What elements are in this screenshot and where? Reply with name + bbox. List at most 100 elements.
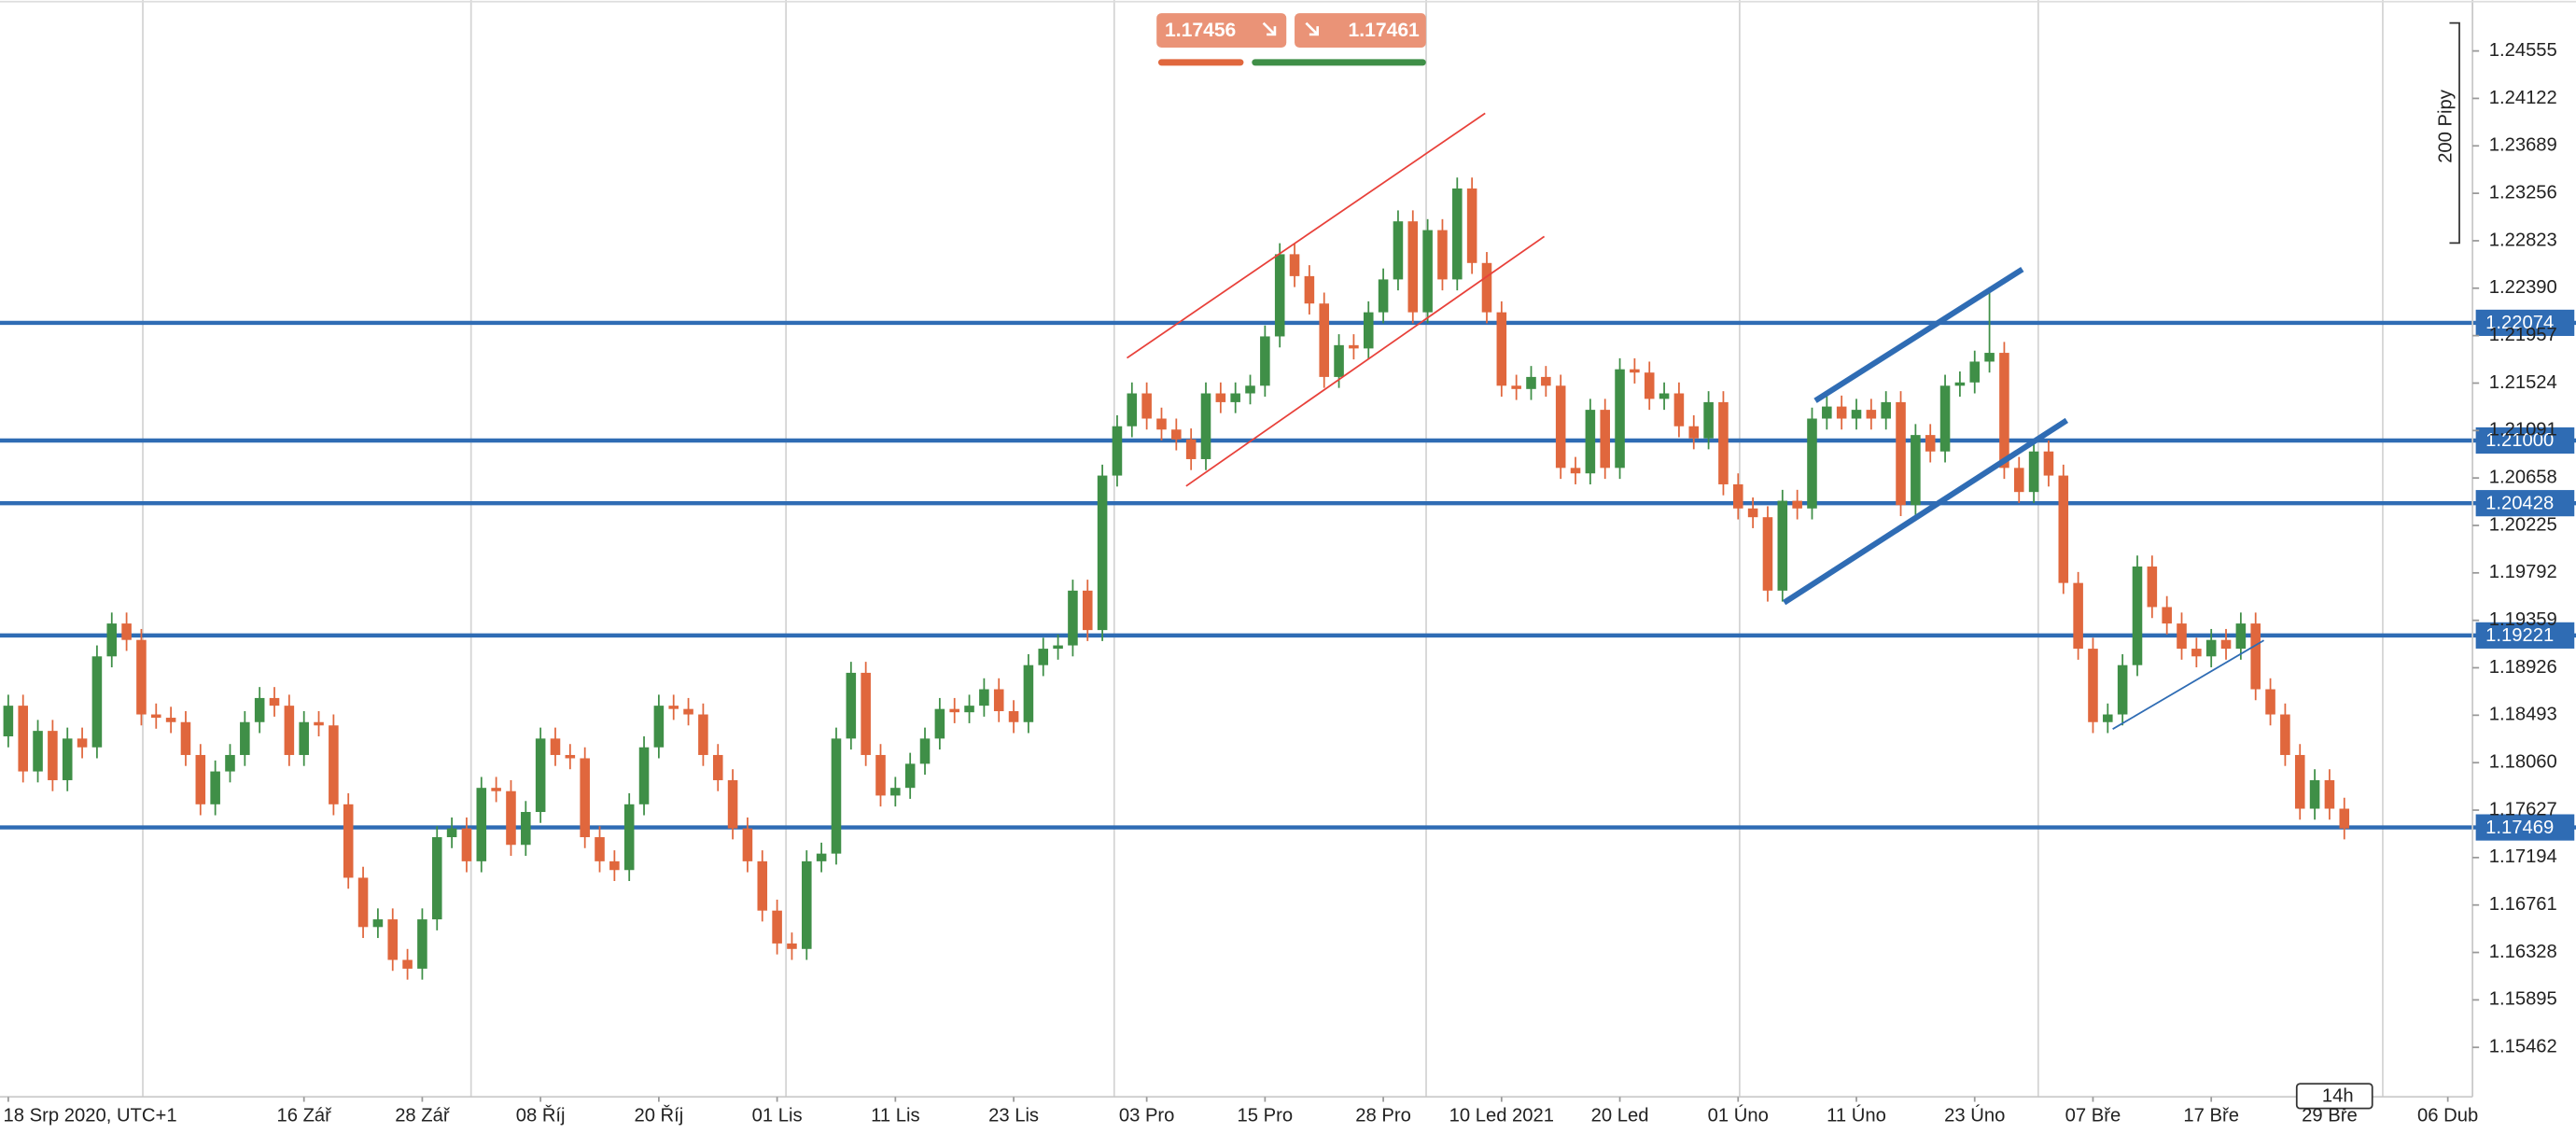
y-tick-label: 1.24122 [2489,88,2557,108]
candle-body [683,708,693,715]
candle-body [1171,429,1182,440]
candle-body [165,718,176,722]
candle-body [91,656,103,748]
candle-body [195,754,206,804]
candle-body [1245,385,1255,394]
y-tick-label: 1.23689 [2489,135,2557,156]
candle-body [1378,279,1389,313]
candle-body [446,828,457,838]
x-tick-label: 20 Říj [634,1105,683,1126]
candle-body [712,754,723,780]
candle-body [2250,623,2261,690]
drawings [1127,112,2265,730]
candle-body [1289,254,1300,276]
y-tick-label: 1.19792 [2489,562,2557,582]
timeframe-frame[interactable] [2295,1083,2373,1110]
y-tick-label: 1.18060 [2489,752,2557,773]
x-tick-label: 28 Zář [395,1106,451,1126]
candle-body [1911,435,1921,506]
candle-body [2177,623,2187,650]
candle-body [1688,426,1700,439]
candle-body [1570,468,1581,474]
candle-body [772,910,782,944]
candle-body [1999,353,2009,469]
candle-body [1896,401,1906,506]
candle-body [431,837,442,920]
candle-body [18,706,28,772]
candle-body [1792,500,1802,509]
candle-body [609,860,620,871]
candle-body [653,706,665,748]
candle-body [240,721,250,755]
candle-body [816,853,827,861]
candle-body [1630,369,1640,373]
y-tick-label: 1.22823 [2489,230,2557,250]
candle-body [2013,468,2024,493]
candle-body [1407,221,1419,313]
candle-body [136,639,147,715]
candle-body [861,672,871,755]
candle-body [1082,590,1093,631]
candle-body [2205,639,2217,657]
candle-body [535,738,546,813]
candle-body [1526,376,1536,389]
candle-body [565,754,576,759]
candle-body [757,860,768,911]
sell-arrow [1262,21,1277,36]
y-tick-label: 1.17194 [2489,846,2557,867]
timeframe-label: 14h [2322,1086,2354,1107]
x-tick-label: 15 Pro [1238,1106,1294,1126]
candle-body [48,731,58,780]
candle-body [1185,439,1197,459]
trade-buttons: 1.17456 1.17461 [1156,13,1426,66]
candle-body [1466,188,1477,263]
candle-body [1008,711,1019,722]
candle-body [1600,410,1610,469]
candle-body [1334,344,1344,377]
y-tick-label: 1.24555 [2489,40,2557,61]
x-tick-label: 29 Bře [2302,1106,2358,1126]
candle-body [1481,262,1492,313]
candle-body [1673,393,1685,427]
level-label-bg [2475,309,2575,336]
candle-body [1038,649,1049,665]
candle-body [521,812,531,846]
buy-button[interactable] [1295,13,1426,49]
candle-body [949,708,959,713]
candle-body [2088,649,2098,722]
x-tick-label: 07 Bře [2065,1106,2121,1126]
candle-body [121,623,132,640]
candle-body [284,706,295,755]
candle-body [1851,410,1862,419]
candle-body [934,708,945,739]
sell-button[interactable] [1156,13,1287,49]
y-tick-label: 1.15895 [2489,989,2557,1010]
sell-bar [1157,59,1244,66]
candle-body [1703,401,1714,439]
y-tick-label: 1.19359 [2489,609,2557,630]
grid-layer [142,0,2384,1098]
candle-body [2117,664,2128,715]
candle-body [314,721,324,726]
candle-body [2294,754,2305,809]
candle-body [1511,385,1521,389]
level-label: 1.21000 [2485,430,2554,451]
candle-body [742,828,753,861]
candle-body [1097,475,1108,631]
y-tick-label: 1.21524 [2489,372,2557,393]
buy-price: 1.17461 [1348,20,1420,41]
candle-body [580,758,590,838]
candles-layer [3,177,2350,980]
candle-body [1866,410,1877,419]
candle-body [2073,582,2083,650]
y-tick-label: 1.18926 [2489,657,2557,678]
level-label: 1.19221 [2485,625,2554,646]
candle-body [491,788,501,791]
candle-body [1112,426,1123,476]
candle-body [2028,451,2039,493]
candle-body [2162,607,2172,624]
candle-body [1822,406,1832,419]
candle-body [2043,451,2054,476]
candle-body [2235,623,2247,650]
